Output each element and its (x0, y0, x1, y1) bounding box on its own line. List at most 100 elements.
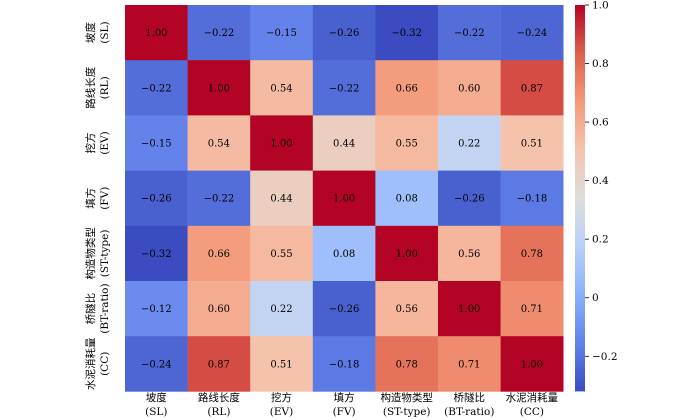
colorbar-tick-label-6: −0.2 (592, 351, 618, 363)
cell-value-0-6: −0.24 (517, 28, 548, 39)
cell-value-4-0: −0.32 (141, 249, 172, 260)
column-label-code: (CC) (520, 406, 544, 418)
column-label-name: 桥隧比 (454, 391, 486, 404)
heatmap-cells: 1.00 −0.22 −0.15 −0.26 −0.32 −0.22 −0.24 −0.22 1… (125, 5, 564, 392)
row-label-2: 挖方 (EV) (84, 131, 111, 154)
row-label-code: (ST-type) (99, 230, 111, 278)
heatmap-cell-1-0 (125, 60, 188, 116)
colorbar-tick-label-4: 0.2 (592, 234, 609, 246)
cell-value-1-0: −0.22 (141, 83, 172, 94)
heatmap-cell-2-3 (312, 115, 376, 171)
cell-value-0-2: −0.15 (266, 28, 297, 39)
heatmap-cell-4-0 (125, 225, 188, 282)
cell-value-1-3: −0.22 (329, 83, 360, 94)
cell-value-2-0: −0.15 (141, 139, 172, 150)
heatmap-cell-0-3 (312, 5, 376, 61)
heatmap-cell-4-2 (250, 225, 314, 282)
heatmap-cell-5-6 (500, 281, 564, 337)
row-label-3: 填方 (FV) (84, 187, 111, 210)
column-label-0: 坡度 (SL) (145, 391, 167, 418)
cell-value-1-5: 0.60 (458, 83, 480, 94)
heatmap-cell-1-1 (187, 60, 251, 116)
cell-value-5-0: −0.12 (141, 304, 172, 315)
heatmap-cell-4-1 (187, 225, 251, 282)
cell-value-6-6: 1.00 (521, 359, 543, 370)
cell-value-5-3: −0.26 (329, 304, 360, 315)
cell-value-6-3: −0.18 (329, 359, 360, 370)
cell-value-2-4: 0.55 (396, 139, 418, 150)
heatmap-cell-3-2 (250, 170, 314, 227)
column-label-6: 水泥消耗量 (CC) (506, 391, 559, 418)
row-label-code: (RL) (99, 76, 111, 99)
cell-value-0-3: −0.26 (329, 28, 360, 39)
column-label-5: 桥隧比 (BT-ratio) (444, 391, 494, 418)
row-label-name: 挖方 (84, 133, 97, 154)
heatmap-cell-6-6 (500, 336, 564, 392)
row-label-code: (EV) (99, 131, 111, 154)
cell-value-5-4: 0.56 (396, 304, 418, 315)
column-label-code: (BT-ratio) (444, 406, 494, 418)
cell-value-2-3: 0.44 (333, 139, 355, 150)
heatmap-cell-2-6 (500, 115, 564, 171)
cell-value-4-1: 0.66 (208, 249, 230, 260)
heatmap-cell-2-1 (187, 115, 251, 171)
heatmap-cell-5-3 (312, 281, 376, 337)
cell-value-3-6: −0.18 (517, 194, 548, 205)
heatmap-cell-4-3 (312, 225, 376, 282)
cell-value-5-6: 0.71 (521, 304, 543, 315)
column-label-name: 构造物类型 (380, 391, 433, 404)
colorbar-tick-label-2: 0.6 (592, 117, 609, 129)
cell-value-3-4: 0.08 (396, 194, 418, 205)
heatmap-cell-1-3 (312, 60, 376, 116)
heatmap-cell-3-1 (187, 170, 251, 227)
cell-value-5-5: 1.00 (458, 304, 480, 315)
row-label-code: (CC) (99, 352, 111, 376)
column-label-name: 坡度 (146, 391, 167, 404)
cell-value-4-2: 0.55 (270, 249, 292, 260)
cell-value-3-1: −0.22 (204, 194, 235, 205)
cell-value-4-6: 0.78 (521, 249, 543, 260)
cell-value-0-0: 1.00 (145, 28, 167, 39)
row-label-name: 桥隧比 (84, 293, 97, 325)
heatmap-cell-3-6 (500, 170, 564, 227)
row-label-name: 坡度 (84, 22, 97, 43)
cell-value-1-1: 1.00 (208, 83, 230, 94)
heatmap-cell-6-3 (312, 336, 376, 392)
column-label-2: 挖方 (EV) (270, 391, 293, 418)
cell-value-3-5: −0.26 (454, 194, 485, 205)
column-label-code: (SL) (145, 406, 167, 418)
heatmap-cell-3-5 (438, 170, 501, 227)
cell-value-6-1: 0.87 (208, 359, 230, 370)
cell-value-6-4: 0.78 (396, 359, 418, 370)
heatmap-cell-5-4 (375, 281, 439, 337)
heatmap-cell-5-1 (187, 281, 251, 337)
colorbar-gradient (575, 5, 585, 392)
cell-value-5-2: 0.22 (270, 304, 292, 315)
heatmap-cell-6-2 (250, 336, 314, 392)
cell-value-0-4: −0.32 (391, 28, 422, 39)
heatmap-cell-2-2 (250, 115, 314, 171)
cell-value-3-0: −0.26 (141, 194, 172, 205)
heatmap-cell-0-1 (187, 5, 251, 61)
cell-value-4-5: 0.56 (458, 249, 480, 260)
colorbar-tick-label-1: 0.8 (592, 58, 609, 70)
colorbar: 1.0 0.8 0.6 0.4 0.2 0 −0.2 (575, 0, 618, 392)
row-label-code: (BT-ratio) (99, 283, 111, 333)
column-label-code: (RL) (207, 406, 230, 418)
column-label-1: 路线长度 (RL) (198, 391, 240, 418)
column-label-4: 构造物类型 (ST-type) (380, 391, 433, 418)
row-label-code: (SL) (99, 21, 111, 43)
row-label-4: 构造物类型 (ST-type) (84, 227, 111, 280)
colorbar-tick-label-0: 1.0 (592, 0, 609, 12)
row-label-6: 水泥消耗量 (CC) (84, 337, 111, 390)
row-label-name: 水泥消耗量 (84, 337, 97, 390)
heatmap-cell-0-4 (375, 5, 439, 61)
cell-value-1-2: 0.54 (270, 83, 292, 94)
heatmap-cell-3-4 (375, 170, 439, 227)
cell-value-0-1: −0.22 (204, 28, 235, 39)
cell-value-6-0: −0.24 (141, 359, 172, 370)
heatmap-cell-5-2 (250, 281, 314, 337)
heatmap-cell-2-4 (375, 115, 439, 171)
heatmap-cell-1-2 (250, 60, 314, 116)
cell-value-5-1: 0.60 (208, 304, 230, 315)
